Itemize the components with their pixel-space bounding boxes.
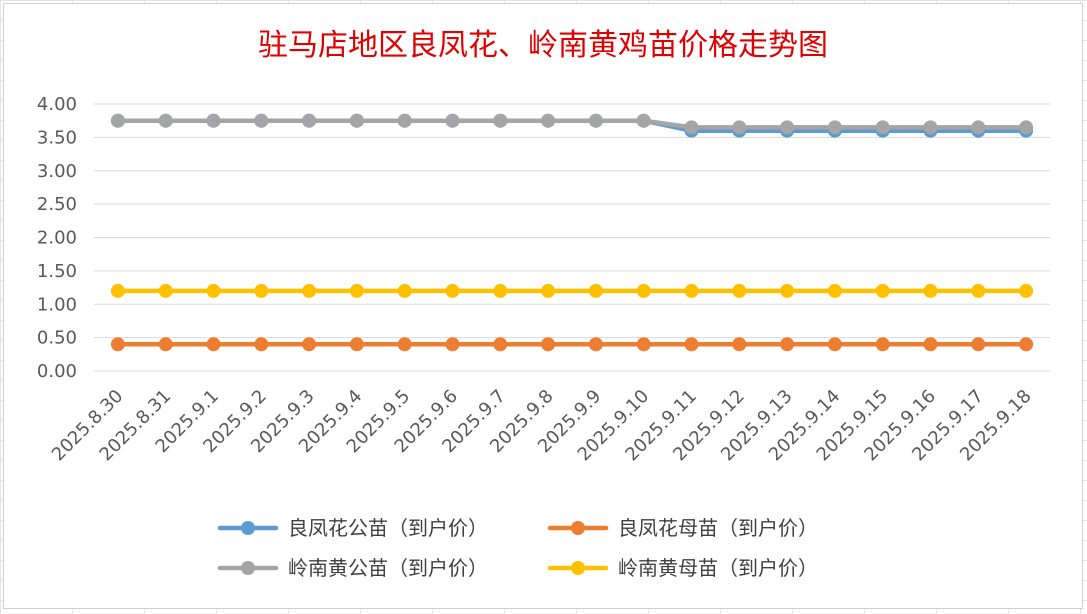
data-point <box>541 283 556 298</box>
data-point <box>827 337 842 352</box>
series-line <box>115 118 1029 130</box>
data-point <box>158 113 173 128</box>
data-point <box>684 337 699 352</box>
data-point <box>588 283 603 298</box>
data-point <box>254 337 269 352</box>
x-axis-tick-labels: 2025.8.302025.8.312025.9.12025.9.22025.9… <box>48 386 1036 466</box>
legend-entry-1[interactable]: 良凤花公苗（到户价） <box>217 516 488 540</box>
data-point <box>923 337 938 352</box>
data-point <box>349 113 364 128</box>
data-point <box>397 283 412 298</box>
y-tick-label: 1.50 <box>37 261 77 282</box>
data-point <box>1019 337 1034 352</box>
data-point <box>541 337 556 352</box>
legend-swatch-marker <box>571 561 585 575</box>
data-point <box>349 337 364 352</box>
data-point <box>1019 283 1034 298</box>
y-axis-tick-labels: 0.00 0.50 1.00 1.50 2.00 2.50 3.00 3.50 4.00 <box>37 94 77 382</box>
legend: 良凤花公苗（到户价） 良凤花母苗（到户价） 岭南黄公苗（到户价） 岭南黄母苗（到户价） <box>217 516 818 580</box>
legend-swatch-marker <box>241 561 255 575</box>
data-point <box>349 283 364 298</box>
legend-swatch-marker <box>241 521 255 535</box>
data-point <box>302 337 317 352</box>
data-point <box>493 337 508 352</box>
series-lines <box>110 113 1034 352</box>
data-point <box>636 337 651 352</box>
data-point <box>636 113 651 128</box>
y-tick-label: 3.00 <box>37 161 77 182</box>
data-point <box>110 113 125 128</box>
data-point <box>732 337 747 352</box>
data-point <box>732 120 747 135</box>
data-point <box>780 120 795 135</box>
series-3 <box>110 113 1034 135</box>
legend-label: 岭南黄母苗（到户价） <box>618 556 818 580</box>
data-point <box>206 283 221 298</box>
legend-entry-4[interactable]: 岭南黄母苗（到户价） <box>547 556 818 580</box>
y-tick-label: 1.00 <box>37 294 77 315</box>
data-point <box>684 120 699 135</box>
legend-label: 岭南黄公苗（到户价） <box>288 556 488 580</box>
data-point <box>110 283 125 298</box>
data-point <box>158 283 173 298</box>
data-point <box>636 283 651 298</box>
data-point <box>445 337 460 352</box>
data-point <box>445 113 460 128</box>
y-tick-label: 0.00 <box>37 361 77 382</box>
data-point <box>971 337 986 352</box>
data-point <box>1019 120 1034 135</box>
data-point <box>541 113 556 128</box>
data-point <box>254 113 269 128</box>
legend-swatch-marker <box>571 521 585 535</box>
data-point <box>302 113 317 128</box>
data-point <box>684 283 699 298</box>
data-point <box>397 113 412 128</box>
data-point <box>732 283 747 298</box>
series-2 <box>110 337 1034 352</box>
data-point <box>588 337 603 352</box>
legend-label: 良凤花母苗（到户价） <box>618 516 818 540</box>
data-point <box>875 120 890 135</box>
legend-entry-3[interactable]: 岭南黄公苗（到户价） <box>217 556 488 580</box>
data-point <box>254 283 269 298</box>
data-point <box>445 283 460 298</box>
data-point <box>971 120 986 135</box>
data-point <box>302 283 317 298</box>
data-point <box>780 337 795 352</box>
data-point <box>875 337 890 352</box>
y-tick-label: 2.50 <box>37 194 77 215</box>
legend-entry-2[interactable]: 良凤花母苗（到户价） <box>547 516 818 540</box>
data-point <box>971 283 986 298</box>
y-tick-label: 4.00 <box>37 94 77 115</box>
series-4 <box>110 283 1034 298</box>
data-point <box>493 283 508 298</box>
legend-label: 良凤花公苗（到户价） <box>288 516 488 540</box>
data-point <box>397 337 412 352</box>
y-tick-label: 2.00 <box>37 228 77 249</box>
data-point <box>923 120 938 135</box>
data-point <box>206 113 221 128</box>
data-point <box>206 337 221 352</box>
data-point <box>923 283 938 298</box>
data-point <box>110 337 125 352</box>
data-point <box>827 120 842 135</box>
data-point <box>780 283 795 298</box>
data-point <box>493 113 508 128</box>
gridlines <box>94 103 1050 372</box>
data-point <box>875 283 890 298</box>
y-tick-label: 0.50 <box>37 328 77 349</box>
chart-title: 驻马店地区良凤花、岭南黄鸡苗价格走势图 <box>258 28 828 63</box>
data-point <box>158 337 173 352</box>
data-point <box>827 283 842 298</box>
data-point <box>588 113 603 128</box>
y-tick-label: 3.50 <box>37 127 77 148</box>
